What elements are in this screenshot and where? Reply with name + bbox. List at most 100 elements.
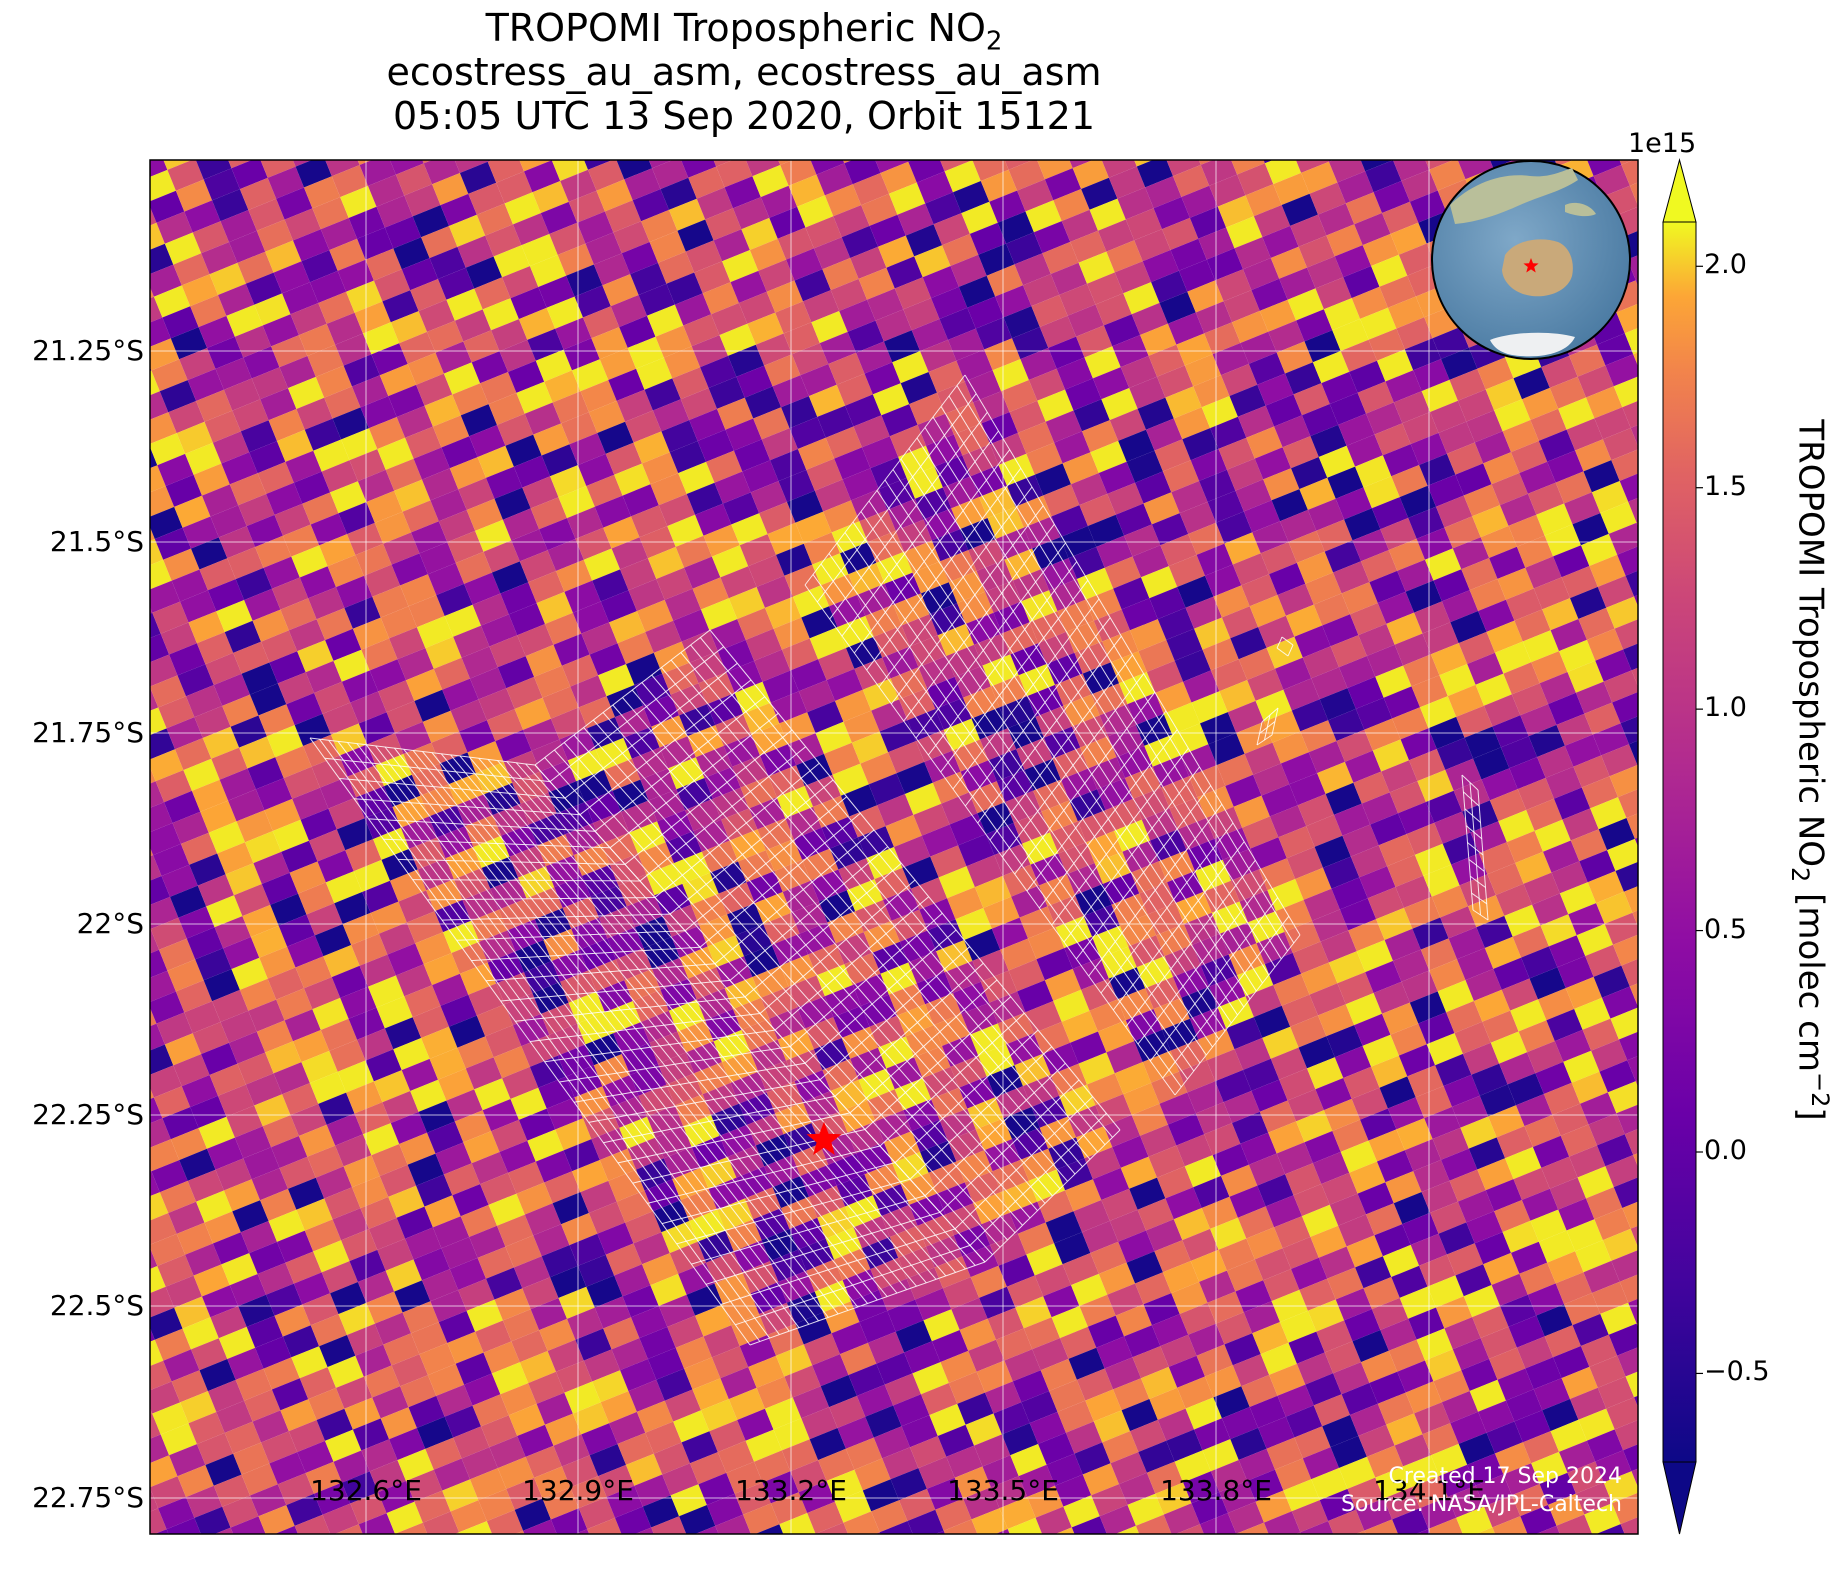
no2-pixel <box>1121 1399 1158 1432</box>
no2-pixel <box>963 1487 1000 1520</box>
no2-pixel <box>856 583 894 616</box>
no2-pixel <box>1246 1227 1283 1260</box>
no2-pixel <box>1127 1493 1164 1526</box>
no2-pixel <box>1344 508 1381 541</box>
no2-pixel <box>1382 444 1420 477</box>
no2-pixel <box>1445 1560 1481 1582</box>
no2-pixel <box>166 1517 201 1534</box>
no2-pixel <box>914 1046 951 1079</box>
no2-pixel <box>776 1344 813 1377</box>
no2-pixel <box>711 545 749 578</box>
no2-pixel <box>1521 1188 1559 1221</box>
no2-pixel <box>641 209 678 242</box>
no2-pixel <box>442 678 479 711</box>
no2-pixel <box>365 248 402 281</box>
no2-pixel <box>1212 1143 1249 1176</box>
no2-pixel <box>1201 1196 1238 1229</box>
no2-pixel <box>328 797 365 830</box>
no2-pixel <box>1054 431 1091 464</box>
no2-pixel <box>1115 503 1152 536</box>
no2-pixel <box>672 367 709 400</box>
no2-pixel <box>986 264 1023 297</box>
no2-pixel <box>701 840 739 873</box>
no2-pixel <box>1029 1411 1066 1444</box>
no2-pixel <box>369 1460 406 1493</box>
no2-pixel <box>1138 639 1175 672</box>
no2-pixel <box>591 1127 628 1160</box>
no2-pixel <box>502 1066 539 1099</box>
no2-pixel <box>103 961 139 993</box>
no2-pixel <box>677 1020 714 1053</box>
no2-pixel <box>546 296 583 329</box>
no2-pixel <box>1264 952 1302 985</box>
no2-pixel <box>958 834 995 867</box>
no2-pixel <box>925 993 962 1026</box>
no2-pixel <box>829 595 866 628</box>
no2-pixel <box>635 1527 654 1534</box>
no2-pixel <box>423 160 460 185</box>
no2-pixel <box>292 787 329 820</box>
no2-pixel <box>1418 1012 1455 1045</box>
no2-pixel <box>1036 948 1073 981</box>
no2-pixel <box>489 1436 526 1469</box>
no2-pixel <box>240 1221 277 1254</box>
no2-pixel <box>1366 1445 1404 1478</box>
no2-pixel <box>1117 1547 1153 1579</box>
no2-pixel <box>450 699 487 732</box>
no2-pixel <box>593 253 631 286</box>
no2-pixel <box>150 169 176 202</box>
no2-pixel <box>182 516 219 549</box>
no2-pixel <box>331 165 368 198</box>
no2-pixel <box>1112 1135 1149 1168</box>
no2-pixel <box>1395 875 1432 908</box>
no2-pixel <box>357 469 395 502</box>
no2-pixel <box>150 465 166 493</box>
no2-pixel <box>912 1362 949 1395</box>
no2-pixel <box>1541 114 1577 146</box>
no2-pixel <box>216 1400 253 1433</box>
no2-pixel <box>1388 538 1425 571</box>
no2-pixel <box>293 1030 330 1063</box>
no2-pixel <box>1530 408 1567 441</box>
no2-pixel <box>1032 537 1069 570</box>
no2-pixel <box>807 1501 844 1534</box>
no2-pixel <box>447 530 484 563</box>
no2-pixel <box>996 1328 1033 1361</box>
no2-pixel <box>824 184 862 217</box>
no2-pixel <box>417 858 454 891</box>
no2-pixel <box>974 633 1011 666</box>
no2-pixel <box>423 953 460 986</box>
no2-pixel <box>407 352 444 385</box>
no2-pixel <box>1029 611 1066 644</box>
no2-pixel <box>835 1490 872 1523</box>
no2-pixel <box>1500 736 1538 769</box>
inset-globe <box>1431 160 1631 360</box>
no2-pixel <box>1078 251 1115 284</box>
no2-pixel <box>1348 118 1384 150</box>
no2-pixel <box>978 243 1015 276</box>
no2-pixel <box>160 1423 197 1456</box>
no2-pixel <box>1306 814 1343 847</box>
no2-pixel <box>935 1498 972 1531</box>
no2-pixel <box>476 203 513 236</box>
no2-pixel <box>1201 396 1238 429</box>
no2-pixel <box>1503 1463 1540 1496</box>
no2-pixel <box>1190 448 1227 481</box>
no2-pixel <box>263 556 300 589</box>
no2-pixel <box>1611 449 1638 481</box>
no2-pixel <box>1476 115 1512 147</box>
no2-pixel <box>1446 442 1484 475</box>
no2-pixel <box>1478 599 1515 632</box>
no2-pixel <box>1285 362 1322 395</box>
no2-pixel <box>1441 1391 1479 1424</box>
no2-pixel <box>465 256 503 289</box>
no2-pixel <box>1282 1236 1319 1269</box>
no2-pixel <box>1108 166 1146 199</box>
no2-pixel <box>416 616 454 649</box>
no2-pixel <box>150 412 177 444</box>
no2-pixel <box>561 1213 598 1246</box>
no2-pixel <box>452 383 489 416</box>
no2-pixel <box>951 497 988 530</box>
no2-pixel <box>235 567 272 600</box>
no2-pixel <box>170 1128 207 1161</box>
